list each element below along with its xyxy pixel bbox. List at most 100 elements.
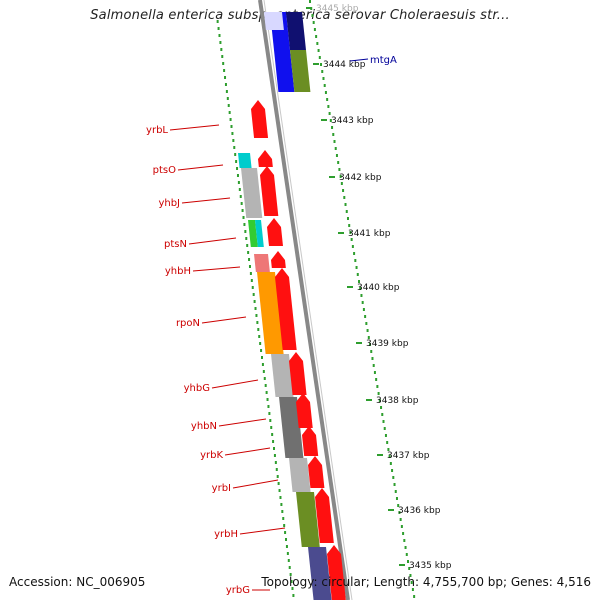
- backbone-line: [258, 0, 350, 600]
- scale-dot: [342, 189, 345, 192]
- scale-dot: [313, 28, 316, 31]
- leader-line-yhbG: [211, 379, 259, 389]
- top-olive-block: [290, 50, 311, 92]
- scale-dot: [388, 455, 391, 458]
- scale-dot: [400, 525, 403, 528]
- left-dot: [260, 349, 263, 352]
- scale-dot: [367, 336, 370, 339]
- backbone-edge: [263, 0, 353, 600]
- scale-dot: [369, 343, 372, 346]
- scale-tick-label: 3439 kbp: [366, 339, 409, 349]
- leader-line-ptsN: [188, 237, 237, 245]
- scale-dot: [362, 308, 365, 311]
- scale-dot: [377, 392, 380, 395]
- top-lightblue-block: [264, 12, 284, 30]
- left-dot: [292, 594, 295, 597]
- ptsN2-block: [255, 220, 264, 247]
- scale-dot: [355, 266, 358, 269]
- top-blue-block: [270, 12, 295, 92]
- left-dot: [284, 531, 287, 534]
- left-dot: [236, 167, 239, 170]
- gene-labels: yrbL ptsO yhbJ ptsN yhbH rpoN yhbG yhbN yrbK yrbI…: [146, 55, 397, 596]
- scale-dot: [405, 553, 408, 556]
- left-dot: [256, 321, 259, 324]
- left-dot: [219, 41, 222, 44]
- scale-dot: [371, 357, 374, 360]
- left-dot: [273, 454, 276, 457]
- scale-dot: [318, 56, 321, 59]
- gene-label-yrbG: yrbG: [226, 585, 250, 596]
- gene-label-yrbL: yrbL: [146, 125, 168, 136]
- scale-dot: [326, 98, 329, 101]
- yrbK-arrow: [308, 456, 325, 488]
- scale-dot: [409, 574, 412, 577]
- scale-dot: [333, 140, 336, 143]
- scale-dot: [391, 469, 394, 472]
- left-dot: [272, 440, 275, 443]
- yhbG-block: [271, 354, 294, 397]
- gene-label-yhbH: yhbH: [165, 266, 191, 277]
- left-dot: [268, 412, 271, 415]
- scale-dot: [322, 77, 325, 80]
- left-dot: [246, 244, 249, 247]
- left-dot: [267, 405, 270, 408]
- left-dot: [223, 69, 226, 72]
- scale-dot: [364, 315, 367, 318]
- yrbI-block: [296, 492, 320, 547]
- scale-dot: [395, 497, 398, 500]
- left-dot: [228, 111, 231, 114]
- scale-dot: [346, 217, 349, 220]
- backbone: [258, 0, 353, 600]
- left-dot: [269, 419, 272, 422]
- left-dot: [251, 286, 254, 289]
- left-dot: [265, 391, 268, 394]
- scale-dot: [411, 588, 414, 591]
- leader-line-mtgA: [349, 58, 369, 62]
- scale-dot: [311, 14, 314, 17]
- scale-dot: [365, 322, 368, 325]
- yrbK-block: [289, 458, 311, 492]
- scale-dot: [398, 511, 401, 514]
- yhbN2-arrow: [302, 426, 319, 456]
- left-dot: [243, 223, 246, 226]
- left-dot: [266, 398, 269, 401]
- left-dot: [217, 27, 220, 30]
- scale-tick-label: 3437 kbp: [387, 451, 430, 461]
- left-dot: [237, 181, 240, 184]
- scale-dot: [373, 371, 376, 374]
- leader-line-yhbN: [218, 418, 267, 427]
- left-dot: [235, 160, 238, 163]
- scale-dot: [359, 287, 362, 290]
- scale-dot: [361, 301, 364, 304]
- scale-dot: [360, 294, 363, 297]
- gene-arrows: [251, 100, 346, 600]
- gene-label-ptsN: ptsN: [164, 239, 187, 250]
- scale-dot: [337, 161, 340, 164]
- gene-label-ptsO: ptsO: [153, 165, 176, 176]
- scale-dot: [380, 406, 383, 409]
- left-dot: [273, 447, 276, 450]
- gene-label-yhbG: yhbG: [184, 383, 210, 394]
- left-dot: [263, 377, 266, 380]
- leader-line-yrbK: [224, 447, 271, 456]
- scale-dot: [387, 448, 390, 451]
- yhbJ-arrow: [260, 166, 279, 216]
- left-dot: [241, 209, 244, 212]
- yhbN-arrow: [296, 393, 313, 428]
- gene-label-yrbK: yrbK: [200, 450, 223, 461]
- left-dot: [227, 104, 230, 107]
- yhbG-arrow: [289, 352, 307, 395]
- scale-dot: [370, 350, 373, 353]
- scale-dot: [366, 329, 369, 332]
- scale-dot: [358, 280, 360, 283]
- gene-label-mtgA: mtgA: [370, 55, 397, 66]
- yhbJ-block: [241, 168, 263, 218]
- left-dot: [258, 335, 261, 338]
- left-dot: [253, 300, 256, 303]
- left-dot: [288, 566, 291, 569]
- scale-dot: [343, 196, 346, 199]
- yrbL-arrow: [251, 100, 269, 138]
- scale-dot: [340, 182, 343, 185]
- scale-dot: [334, 147, 337, 150]
- left-dot: [250, 279, 253, 282]
